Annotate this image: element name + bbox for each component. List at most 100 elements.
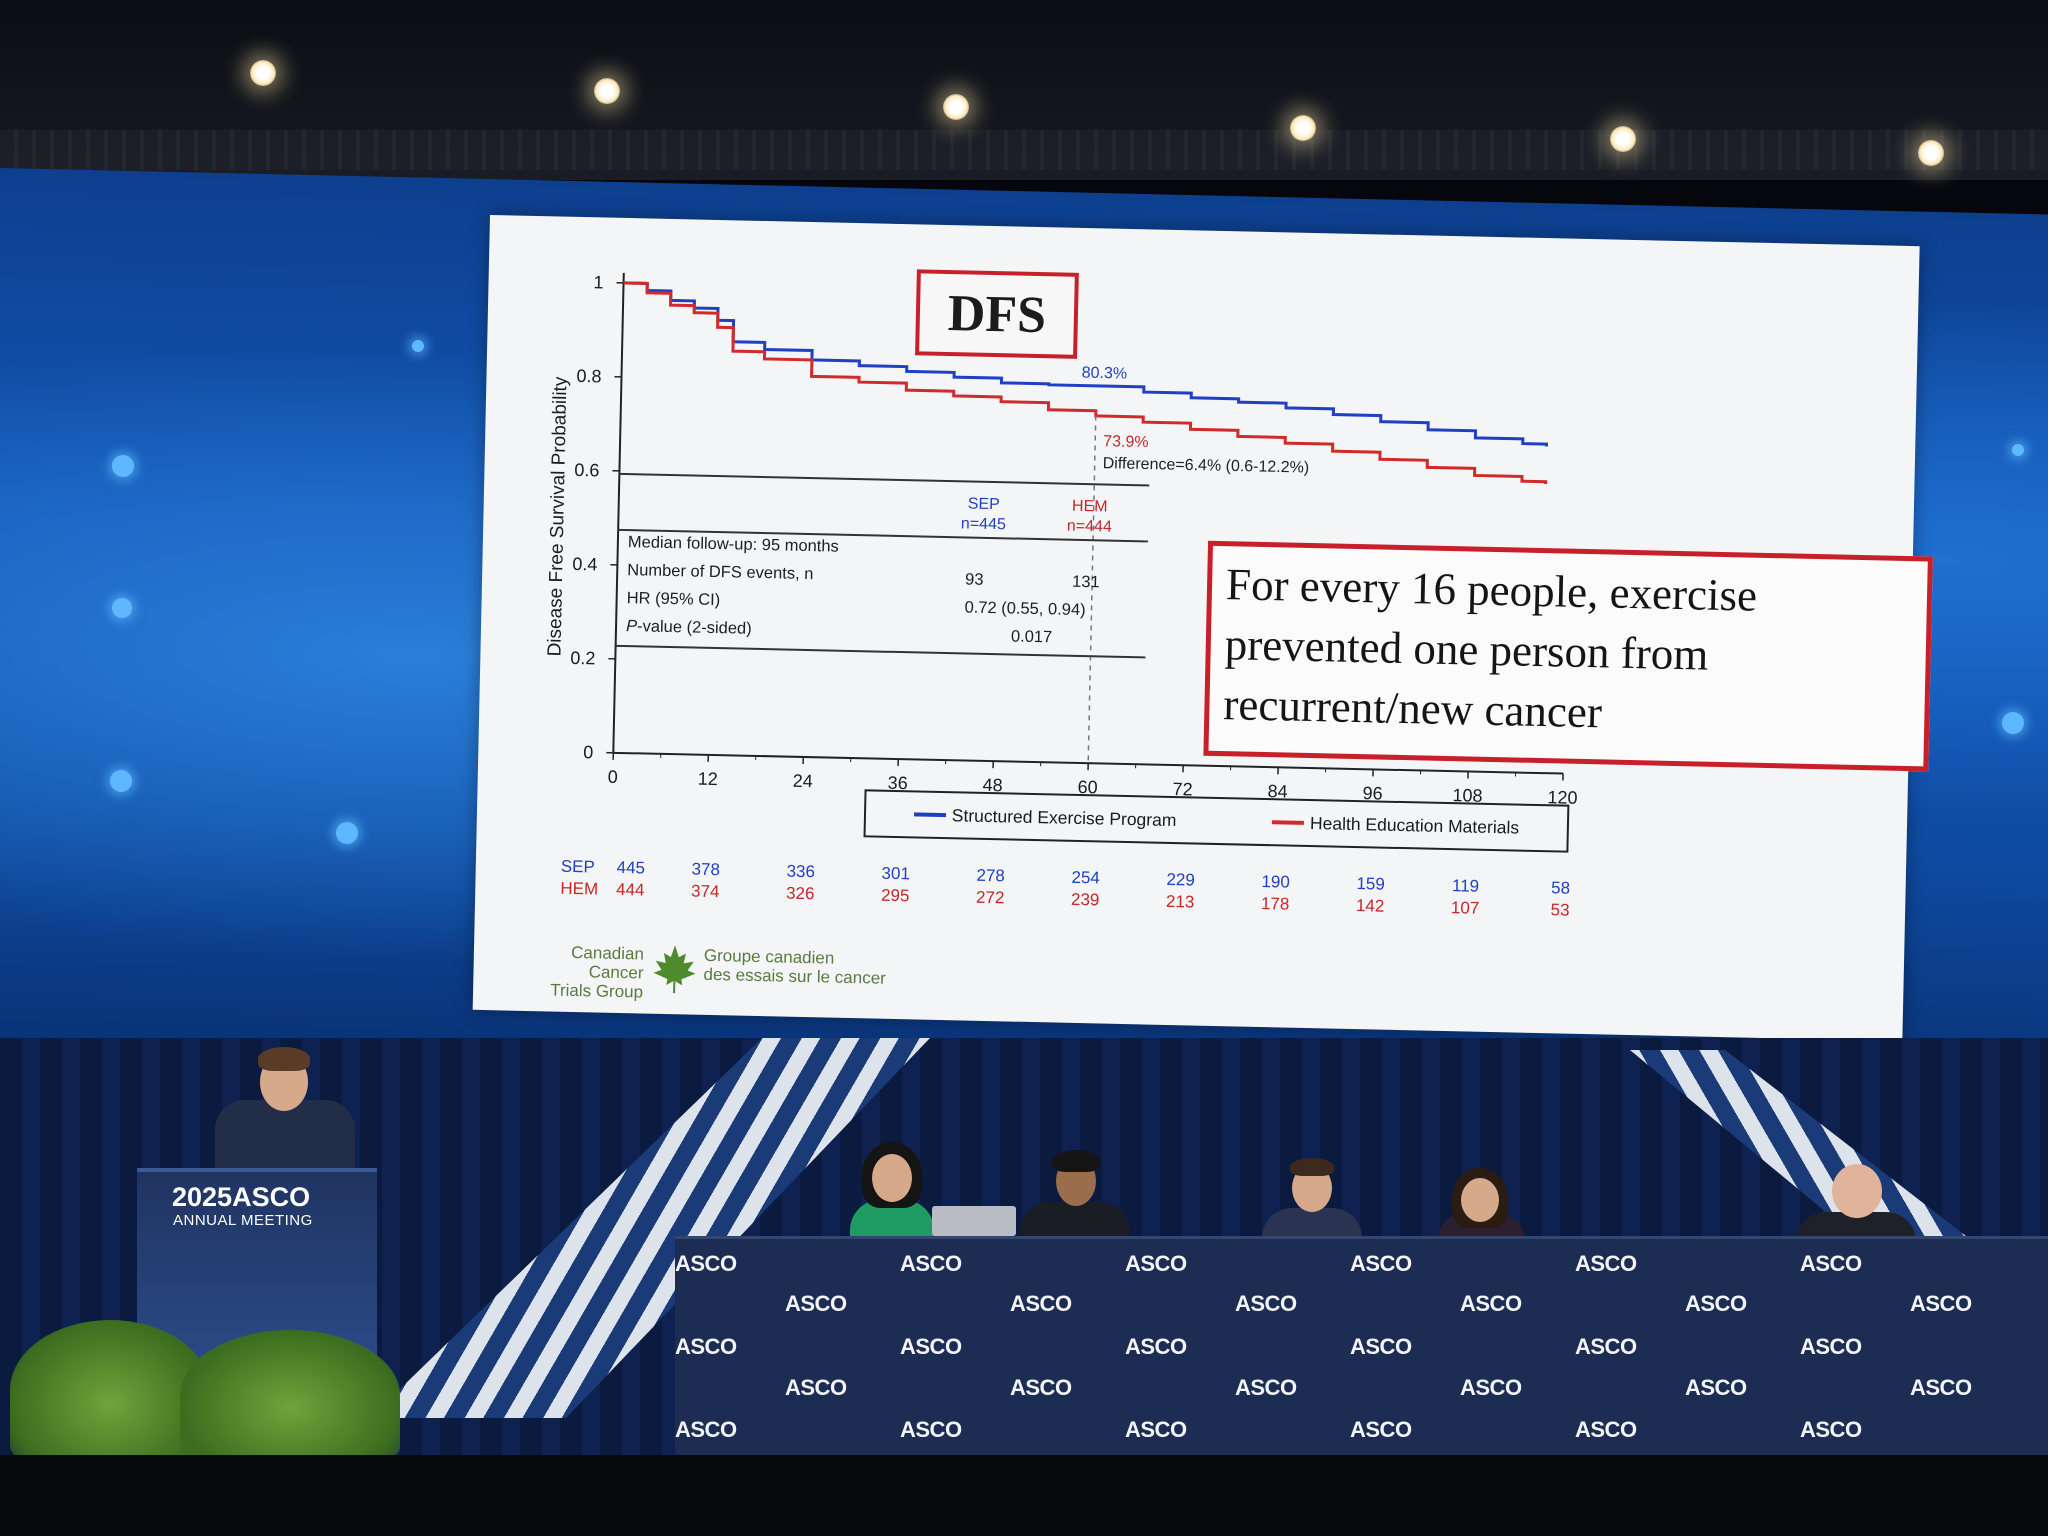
spotlight (250, 60, 276, 86)
logo-text-french: Groupe canadien des essais sur le cancer (703, 946, 886, 988)
stats-events-sep: 93 (964, 570, 984, 589)
legend-item-sep: Structured Exercise Program (913, 804, 1177, 831)
logo-fr-line2: des essais sur le cancer (703, 964, 887, 988)
maple-leaf-icon (653, 945, 696, 994)
logo-text-english: Canadian Cancer Trials Group (513, 942, 644, 1002)
y-tick-label: 0 (583, 742, 593, 762)
stats-pvalue-text: -value (2-sided) (636, 617, 752, 638)
risk-count-sep: 278 (976, 865, 1006, 886)
risk-count-hem: 295 (880, 885, 910, 906)
legend-label-hem: Health Education Materials (1309, 812, 1520, 838)
stats-pvalue-label: P-value (2-sided) (626, 617, 752, 639)
stats-header-hem-label: HEM (1071, 497, 1108, 516)
stats-events-hem: 131 (1071, 572, 1100, 592)
landmark-60-month-line (1087, 415, 1097, 764)
podium (137, 1168, 377, 1360)
legend-swatch-sep (913, 812, 946, 818)
panel-table: ASCO ASCO ASCO ASCO ASCO ASCO ASCO ASCO ASCO ASCO… (675, 1236, 2048, 1461)
table-asco-logo: ASCO (1125, 1334, 1187, 1359)
laptop (932, 1206, 1016, 1236)
spotlight (1918, 140, 1944, 166)
table-asco-logo: ASCO (785, 1291, 847, 1316)
y-axis-title: Disease Free Survival Probability (544, 376, 571, 657)
backdrop-dot (2012, 444, 2024, 456)
risk-count-hem: 107 (1450, 898, 1480, 918)
stats-header-hem-n: n=444 (1066, 517, 1112, 536)
x-tick-label: 120 (1547, 787, 1577, 808)
table-asco-logo: ASCO (1125, 1417, 1187, 1442)
x-tick-label: 12 (698, 769, 718, 789)
table-asco-logo: ASCO (675, 1417, 737, 1442)
x-tick-label: 84 (1267, 781, 1287, 801)
spotlight (1610, 126, 1636, 152)
risk-count-hem: 272 (975, 887, 1005, 908)
table-asco-logo: ASCO (675, 1334, 737, 1359)
panelist-head (1461, 1178, 1499, 1222)
table-asco-logo: ASCO (1010, 1375, 1072, 1400)
canadian-cancer-trials-group-logo: Canadian Cancer Trials Group Groupe cana… (513, 942, 914, 1011)
table-asco-logo: ASCO (1575, 1417, 1637, 1442)
stats-table: SEP n=445 HEM n=444 Median follow-up: 95… (615, 472, 1164, 665)
callout-box: For every 16 people, exercise prevented … (1203, 540, 1933, 772)
table-asco-logo: ASCO (1685, 1291, 1747, 1316)
spotlight (594, 78, 620, 104)
table-asco-logo: ASCO (1350, 1251, 1412, 1276)
presentation-slide: 0122436486072849610812000.20.40.60.81Tim… (472, 215, 1933, 1042)
podium-subtitle: ANNUAL MEETING (173, 1212, 313, 1229)
panelist-body (1020, 1202, 1130, 1242)
risk-count-hem: 326 (785, 883, 815, 904)
logo-en-line2: Trials Group (549, 980, 644, 1002)
logo-en-line1: Canadian Cancer (570, 942, 645, 983)
table-asco-logo: ASCO (1125, 1251, 1187, 1276)
risk-count-hem: 142 (1355, 896, 1385, 916)
stats-header-sep-label: SEP (967, 495, 1000, 514)
table-asco-logo: ASCO (1575, 1334, 1637, 1359)
number-at-risk-table: SEP HEM 445 444 378 374 336 326 301 295 278 272 25… (475, 855, 1906, 946)
hem-60-month-annotation: 73.9% (1103, 433, 1149, 451)
x-tick-label: 36 (887, 773, 907, 793)
backdrop-dot (336, 822, 358, 844)
panelist-hair (1052, 1150, 1100, 1172)
slide-title: DFS (915, 269, 1079, 359)
risk-label-sep: SEP (560, 856, 596, 877)
stats-header-sep: SEP n=445 (948, 494, 1019, 536)
stage-floor (0, 1455, 2048, 1536)
risk-count-sep: 336 (786, 861, 816, 882)
table-asco-logo: ASCO (1460, 1375, 1522, 1400)
table-asco-logo: ASCO (1685, 1375, 1747, 1400)
y-axis-line (612, 272, 625, 753)
x-tick-label: 48 (982, 775, 1002, 795)
spotlight (943, 94, 969, 120)
difference-annotation: Difference=6.4% (0.6-12.2%) (1103, 455, 1310, 477)
table-asco-logo: ASCO (1235, 1375, 1297, 1400)
risk-count-sep: 229 (1166, 869, 1196, 890)
backdrop-dot (112, 598, 132, 618)
risk-count-sep: 119 (1451, 876, 1480, 896)
x-tick-label: 108 (1452, 785, 1482, 806)
legend-item-hem: Health Education Materials (1271, 812, 1520, 838)
y-tick-label: 0.2 (570, 648, 595, 669)
y-tick-label: 0.8 (576, 366, 601, 387)
legend-label-sep: Structured Exercise Program (951, 804, 1177, 830)
risk-count-sep: 445 (616, 857, 646, 878)
table-asco-logo: ASCO (785, 1375, 847, 1400)
x-tick-label: 72 (1172, 779, 1192, 799)
table-asco-logo: ASCO (1910, 1291, 1972, 1316)
panelist-hair (1290, 1158, 1334, 1176)
table-asco-logo: ASCO (1010, 1291, 1072, 1316)
spotlight (1290, 115, 1316, 141)
y-tick-label: 0.4 (572, 554, 597, 575)
table-asco-logo: ASCO (1350, 1334, 1412, 1359)
risk-count-hem: 374 (690, 881, 720, 902)
risk-count-sep: 254 (1071, 867, 1101, 888)
plant (10, 1320, 210, 1460)
km-chart: 0122436486072849610812000.20.40.60.81Tim… (544, 272, 1577, 833)
table-asco-logo: ASCO (900, 1251, 962, 1276)
table-asco-logo: ASCO (1235, 1291, 1297, 1316)
backdrop-dot (112, 455, 134, 477)
x-tick-label: 60 (1077, 777, 1097, 797)
table-asco-logo: ASCO (1350, 1417, 1412, 1442)
table-asco-logo: ASCO (1800, 1334, 1862, 1359)
backdrop-dot (110, 770, 132, 792)
stats-events-label: Number of DFS events, n (627, 561, 814, 584)
